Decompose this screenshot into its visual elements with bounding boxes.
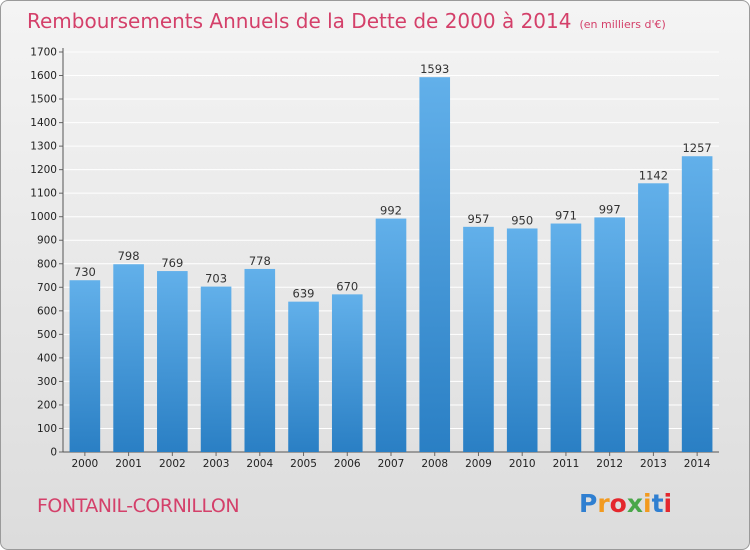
y-tick-label: 900 <box>37 235 57 247</box>
logo-letter: o <box>609 489 627 518</box>
x-tick-label: 2001 <box>115 458 142 470</box>
y-tick-label: 1400 <box>30 117 57 129</box>
y-tick-label: 500 <box>37 329 57 341</box>
bar <box>638 183 669 452</box>
x-tick-label: 2013 <box>640 458 667 470</box>
x-tick-label: 2012 <box>596 458 623 470</box>
chart-title: Remboursements Annuels de la Dette de 20… <box>27 9 666 33</box>
x-tick-label: 2010 <box>509 458 536 470</box>
logo-letter: i <box>663 489 673 518</box>
y-tick-label: 1300 <box>30 141 57 153</box>
data-label: 971 <box>555 209 577 223</box>
title-text: Remboursements Annuels de la Dette de 20… <box>27 9 572 33</box>
data-label: 950 <box>511 213 533 227</box>
x-tick-label: 2014 <box>684 458 711 470</box>
bar <box>594 217 625 452</box>
data-label: 730 <box>74 265 96 279</box>
y-tick-label: 1000 <box>30 211 57 223</box>
data-label: 769 <box>161 256 183 270</box>
x-tick-label: 2005 <box>290 458 317 470</box>
bar <box>244 268 276 452</box>
bar <box>157 271 188 452</box>
bar <box>200 286 232 452</box>
x-tick-label: 2002 <box>159 458 186 470</box>
y-tick-label: 1700 <box>30 47 57 59</box>
bar <box>419 77 451 453</box>
y-tick-label: 1100 <box>30 188 57 200</box>
bar <box>375 218 407 452</box>
bar <box>550 223 582 452</box>
x-tick-label: 2000 <box>71 458 98 470</box>
x-tick-label: 2006 <box>334 458 361 470</box>
proxiti-logo: Proxiti <box>579 489 672 518</box>
logo-letter: t <box>651 489 664 518</box>
y-tick-label: 0 <box>50 447 57 459</box>
logo-letter: P <box>579 489 598 518</box>
bar <box>463 226 494 452</box>
y-tick-label: 400 <box>37 352 57 364</box>
data-label: 992 <box>380 204 402 218</box>
bar <box>113 264 144 452</box>
data-label: 957 <box>467 212 489 226</box>
y-tick-label: 600 <box>37 305 57 317</box>
y-tick-label: 700 <box>37 282 57 294</box>
y-tick-label: 1200 <box>30 164 57 176</box>
data-label: 1593 <box>420 62 449 76</box>
bar <box>681 156 713 452</box>
x-tick-label: 2003 <box>203 458 230 470</box>
data-label: 639 <box>293 287 315 301</box>
commune-name: FONTANIL-CORNILLON <box>37 495 240 517</box>
data-label: 997 <box>599 202 621 216</box>
logo-letter: i <box>643 489 652 518</box>
y-tick-label: 100 <box>37 423 57 435</box>
x-tick-label: 2011 <box>553 458 580 470</box>
logo-letter: x <box>626 489 643 518</box>
x-tick-label: 2008 <box>421 458 448 470</box>
data-label: 670 <box>336 279 358 293</box>
y-tick-label: 1500 <box>30 94 57 106</box>
data-label: 703 <box>205 272 227 286</box>
bar <box>331 294 363 452</box>
bar <box>288 301 319 452</box>
y-tick-label: 800 <box>37 258 57 270</box>
data-label: 1142 <box>639 168 668 182</box>
x-tick-label: 2009 <box>465 458 492 470</box>
data-label: 1257 <box>682 141 711 155</box>
y-tick-label: 300 <box>37 376 57 388</box>
data-label: 778 <box>249 254 271 268</box>
bar <box>69 280 101 452</box>
y-tick-label: 1600 <box>30 70 57 82</box>
y-tick-label: 200 <box>37 399 57 411</box>
bar <box>506 228 538 452</box>
x-tick-label: 2007 <box>378 458 405 470</box>
chart-subtitle: (en milliers d'€) <box>579 18 666 31</box>
x-tick-label: 2004 <box>246 458 273 470</box>
data-label: 798 <box>118 249 140 263</box>
logo-letter: r <box>597 489 610 518</box>
